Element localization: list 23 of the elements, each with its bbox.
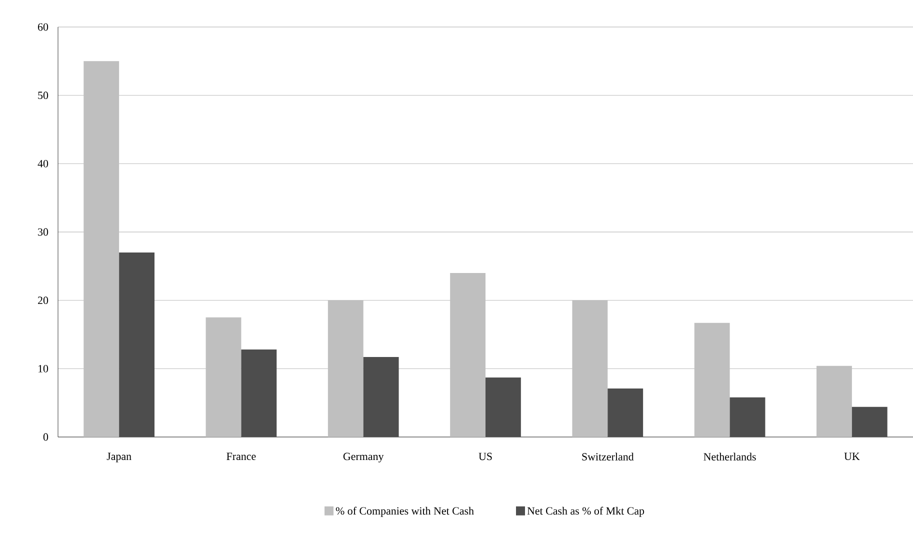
x-tick-label: Switzerland: [582, 452, 634, 460]
x-tick-label: Germany: [343, 452, 384, 462]
bar: [363, 357, 399, 437]
y-tick-label: 0: [43, 433, 48, 441]
x-tick-label: Japan: [106, 452, 132, 462]
y-tick-label: 60: [38, 23, 48, 31]
legend-label: Net Cash as % of Mkt Cap: [527, 506, 644, 517]
bar: [608, 388, 644, 437]
bar: [852, 406, 888, 437]
y-tick-label: 40: [38, 160, 48, 168]
y-tick-label: 10: [38, 364, 48, 372]
bar: [730, 397, 766, 437]
x-tick-label: US: [478, 452, 492, 460]
y-tick-label: 20: [38, 296, 48, 304]
bar: [119, 252, 154, 437]
x-tick-label: Netherlands: [704, 452, 756, 460]
y-tick-label: 30: [38, 228, 48, 236]
x-tick-label: France: [226, 452, 256, 460]
legend-label: % of Companies with Net Cash: [336, 506, 474, 517]
bar: [486, 378, 521, 437]
x-tick-label: UK: [844, 452, 860, 460]
y-tick-label: 50: [38, 92, 48, 100]
bar: [241, 350, 277, 437]
